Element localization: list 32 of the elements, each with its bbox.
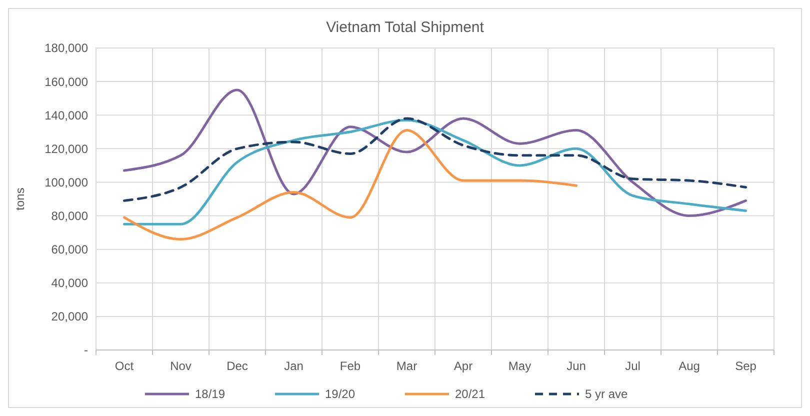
x-tick-label: Aug xyxy=(678,359,700,373)
x-tick-label: Jun xyxy=(566,359,586,373)
legend-label: 19/20 xyxy=(325,387,356,401)
y-tick-label: 140,000 xyxy=(44,108,88,122)
x-tick-label: Apr xyxy=(454,359,473,373)
y-tick-label: 60,000 xyxy=(51,242,88,257)
legend-label: 20/21 xyxy=(455,387,486,401)
x-tick-label: Nov xyxy=(170,359,192,373)
line-series xyxy=(123,128,578,241)
y-tick-label: 120,000 xyxy=(44,142,88,156)
x-tick-label: Jan xyxy=(284,359,304,373)
x-tick-label: Jul xyxy=(625,359,640,373)
x-tick-label: May xyxy=(508,359,532,373)
y-tick-label: - xyxy=(84,343,88,358)
legend-label: 5 yr ave xyxy=(585,387,628,401)
x-tick-label: Feb xyxy=(340,359,361,373)
x-tick-label: Sep xyxy=(735,359,757,373)
line-series xyxy=(123,88,747,218)
y-tick-label: 40,000 xyxy=(51,276,88,290)
y-tick-label: 160,000 xyxy=(44,74,88,89)
legend-label: 18/19 xyxy=(195,387,226,401)
x-tick-label: Oct xyxy=(114,359,134,373)
y-axis-title: tons xyxy=(13,188,27,210)
x-tick-label: Dec xyxy=(226,359,248,373)
x-tick-label: Mar xyxy=(396,359,418,373)
chart-title: Vietnam Total Shipment xyxy=(326,19,485,36)
y-tick-label: 180,000 xyxy=(44,41,88,56)
y-tick-label: 80,000 xyxy=(51,208,88,223)
y-tick-label: 100,000 xyxy=(44,175,88,190)
line-series xyxy=(123,117,747,202)
line-series xyxy=(123,118,747,226)
y-tick-label: 20,000 xyxy=(51,310,88,324)
